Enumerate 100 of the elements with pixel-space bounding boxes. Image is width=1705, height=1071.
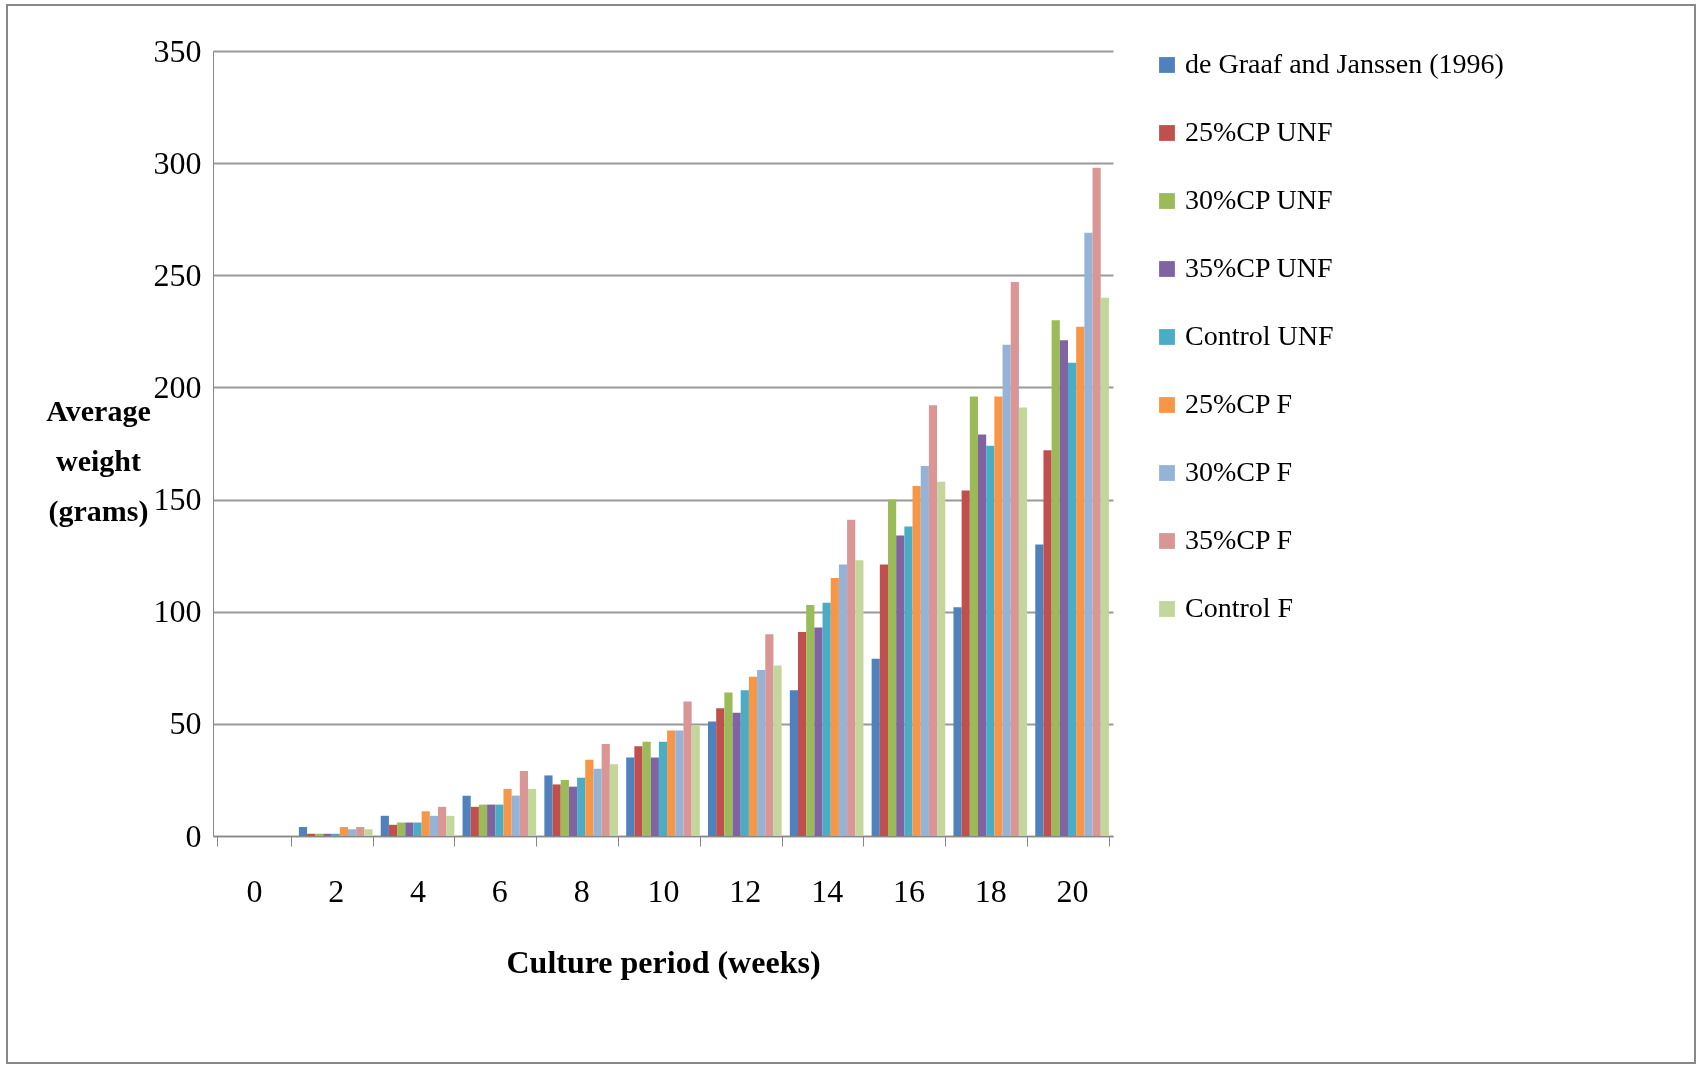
bar — [298, 827, 308, 836]
bar — [896, 535, 905, 836]
bar — [806, 604, 815, 836]
bar — [1084, 232, 1093, 836]
bar — [978, 434, 987, 836]
bar — [397, 822, 406, 836]
bar — [552, 784, 561, 836]
bar — [937, 481, 946, 836]
bar — [438, 806, 447, 836]
bar — [1100, 297, 1109, 836]
x-tick-label: 20 — [1056, 872, 1089, 909]
bar — [642, 741, 651, 836]
bar — [953, 607, 962, 836]
bar — [748, 676, 758, 836]
bar — [1068, 362, 1077, 836]
bar — [634, 746, 643, 836]
bar — [487, 804, 496, 836]
bar — [928, 405, 938, 836]
legend-label: Control UNF — [1185, 320, 1334, 351]
bar — [650, 757, 659, 836]
bar — [904, 526, 913, 836]
x-tick-label: 4 — [410, 872, 427, 909]
bar — [478, 804, 488, 836]
bar — [626, 757, 635, 836]
x-tick-label: 16 — [892, 872, 925, 909]
bar — [969, 396, 978, 836]
bar — [986, 445, 995, 836]
bar — [912, 486, 921, 836]
bar — [724, 692, 733, 836]
bar — [879, 564, 888, 836]
bar — [691, 726, 700, 836]
bar — [388, 824, 398, 836]
x-tick-label: 6 — [491, 872, 508, 909]
bar — [446, 815, 455, 836]
bar — [609, 764, 618, 836]
bar — [593, 768, 602, 836]
x-tick-label: 2 — [328, 872, 345, 909]
bar — [798, 631, 807, 836]
x-axis-title: Culture period (weeks) — [506, 943, 821, 980]
bar — [814, 627, 823, 836]
bar — [364, 829, 373, 836]
bar — [348, 829, 357, 836]
y-tick-label: 200 — [153, 368, 202, 405]
bar — [1018, 407, 1028, 836]
bar — [462, 795, 471, 836]
bar — [544, 775, 553, 836]
bar — [1035, 544, 1044, 836]
bar — [1051, 320, 1060, 836]
bar — [413, 822, 422, 836]
y-tick-label: 0 — [185, 817, 202, 854]
bar — [1092, 167, 1101, 836]
bar — [716, 708, 725, 836]
y-tick-label: 300 — [153, 144, 202, 181]
y-tick-label: 250 — [153, 256, 202, 293]
bar — [1010, 282, 1019, 836]
x-tick-label: 12 — [729, 872, 762, 909]
legend-label: 35%CP UNF — [1185, 252, 1333, 283]
bar — [495, 804, 504, 836]
bar — [405, 822, 414, 836]
legend-label: 25%CP F — [1185, 388, 1293, 419]
bar — [356, 827, 365, 836]
legend-label: 30%CP F — [1185, 456, 1293, 487]
legend-label: 25%CP UNF — [1185, 116, 1333, 147]
x-tick-label: 0 — [246, 872, 263, 909]
y-tick-label: 50 — [169, 705, 202, 742]
bar — [961, 490, 970, 836]
bar — [429, 815, 438, 836]
bar — [577, 777, 586, 836]
bar — [773, 665, 782, 836]
y-axis-title: Average weight (grams) — [46, 393, 151, 528]
bar — [708, 721, 717, 836]
y-tick-label: 100 — [153, 593, 202, 630]
bar — [339, 827, 348, 836]
bar — [683, 701, 692, 836]
bar — [421, 811, 430, 836]
bar — [1076, 326, 1085, 836]
x-tick-label: 18 — [974, 872, 1007, 909]
legend-label: de Graaf and Janssen (1996) — [1185, 48, 1504, 79]
bar — [830, 578, 839, 836]
bar — [519, 770, 528, 836]
bar — [847, 519, 856, 836]
bar — [888, 499, 897, 836]
bar — [822, 602, 831, 836]
bar — [757, 670, 766, 836]
bar — [528, 788, 537, 836]
bar — [658, 741, 668, 836]
bar — [511, 795, 520, 836]
bar — [601, 744, 610, 836]
bar — [740, 690, 749, 836]
bar — [855, 560, 864, 836]
bar — [1043, 450, 1052, 836]
bar — [675, 730, 684, 836]
y-tick-label: 150 — [153, 481, 202, 518]
y-tick-label: 350 — [153, 32, 202, 69]
x-tick-label: 14 — [811, 872, 844, 909]
legend-label: Control F — [1185, 592, 1294, 623]
x-tick-label: 8 — [573, 872, 590, 909]
bar — [585, 759, 594, 836]
bar — [994, 396, 1003, 836]
bar — [470, 806, 479, 836]
